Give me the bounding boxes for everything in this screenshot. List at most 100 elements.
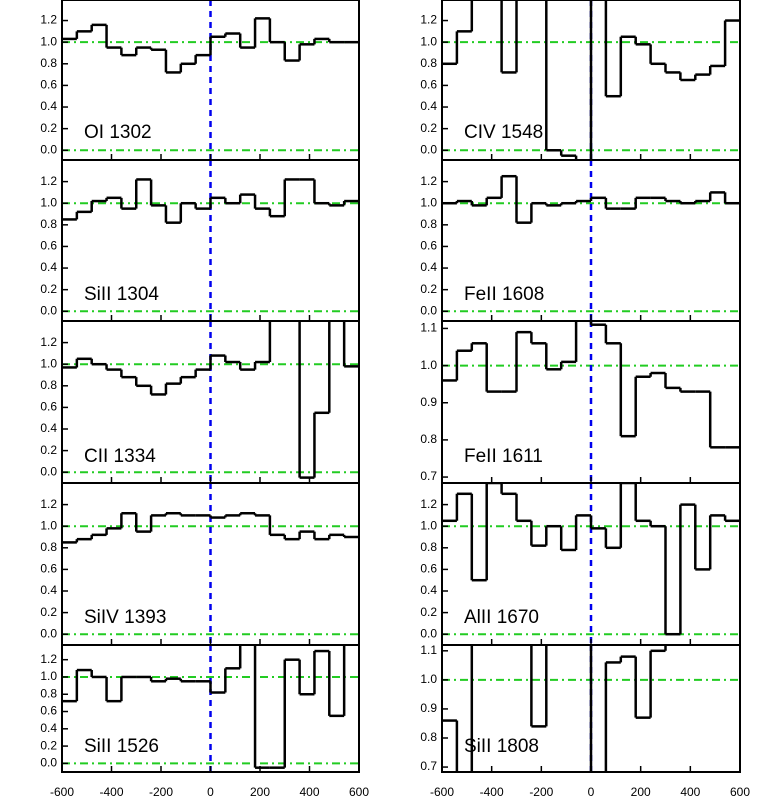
- panel: 0.7 0.8 0.9 1.0 1.1 FeII 1611: [420, 320, 741, 484]
- y-tick-label: 0.8: [420, 730, 437, 744]
- y-tick-label: 0.7: [420, 469, 437, 483]
- y-tick-label: 0.4: [420, 583, 437, 597]
- y-tick-label: 0.0: [40, 756, 57, 770]
- plot-area: [442, 483, 740, 645]
- panel: 0.0 0.2 0.4 0.6 0.8 1.0 1.2 AlII 1670: [420, 482, 741, 646]
- y-tick-label: 0.9: [420, 395, 437, 409]
- y-tick-label: 0.0: [40, 626, 57, 640]
- y-tick-label: 1.0: [420, 672, 437, 686]
- line-label: CII 1334: [84, 446, 156, 467]
- y-tick-label: 0.2: [40, 443, 57, 457]
- y-tick-label: 0.0: [40, 142, 57, 156]
- y-tick-label: 0.0: [420, 626, 437, 640]
- x-tick-label: 400: [680, 785, 700, 799]
- y-tick-label: 0.4: [40, 99, 57, 113]
- y-tick-label: 1.2: [420, 497, 437, 511]
- y-tick-label: 0.4: [40, 260, 57, 274]
- step-riser: [75, 179, 346, 223]
- x-tick-label: 400: [299, 785, 319, 799]
- y-tick-label: 1.1: [420, 321, 437, 335]
- y-tick-label: 0.6: [40, 239, 57, 253]
- y-tick-label: 0.4: [420, 99, 437, 113]
- y-tick-label: 1.0: [420, 195, 437, 209]
- panel: 0.0 0.2 0.4 0.6 0.8 1.0 1.2 CIV 1548: [420, 0, 741, 161]
- y-tick-label: 0.2: [40, 738, 57, 752]
- y-tick-label: 1.0: [40, 518, 57, 532]
- y-tick-label: 0.6: [40, 78, 57, 92]
- y-tick-label: 1.2: [40, 652, 57, 666]
- y-tick-label: 0.9: [420, 701, 437, 715]
- y-tick-label: 0.0: [40, 464, 57, 478]
- y-tick-label: 0.2: [40, 605, 57, 619]
- y-tick-label: 0.2: [420, 282, 437, 296]
- step-riser: [455, 0, 727, 160]
- y-tick-label: 0.8: [420, 432, 437, 446]
- plot-area: [62, 483, 359, 645]
- panel: 0.0 0.2 0.4 0.6 0.8 1.0 1.2 CII 1334: [40, 320, 360, 484]
- y-tick-label: 0.6: [420, 78, 437, 92]
- y-tick-label: 0.6: [40, 704, 57, 718]
- x-tick-label: 200: [631, 785, 651, 799]
- y-tick-label: 1.2: [420, 174, 437, 188]
- y-tick-label: 0.4: [40, 421, 57, 435]
- panel: 0.0 0.2 0.4 0.6 0.8 1.0 1.2 SiII 1304: [40, 159, 360, 322]
- y-tick-label: 0.2: [420, 121, 437, 135]
- y-tick-label: 1.2: [40, 174, 57, 188]
- y-tick-label: 1.0: [420, 358, 437, 372]
- step-riser: [75, 321, 346, 478]
- step-riser: [455, 176, 727, 223]
- y-tick-label: 1.0: [40, 356, 57, 370]
- plot-area: [62, 0, 359, 160]
- y-tick-label: 1.2: [40, 13, 57, 27]
- plot-area: [62, 321, 359, 483]
- x-tick-label: 0: [207, 785, 214, 799]
- y-tick-label: 0.6: [40, 562, 57, 576]
- x-tick-label: -200: [149, 785, 173, 799]
- y-tick-label: 0.4: [40, 583, 57, 597]
- line-label: FeII 1611: [464, 446, 543, 467]
- y-tick-label: 1.0: [40, 34, 57, 48]
- y-tick-label: 0.8: [420, 217, 437, 231]
- panel: 0.0 0.2 0.4 0.6 0.8 1.0 1.2 SiIV 1393: [40, 482, 360, 646]
- y-tick-label: 0.8: [40, 540, 57, 554]
- y-tick-label: 0.4: [420, 260, 437, 274]
- x-tick-label: -400: [99, 785, 123, 799]
- y-tick-label: 0.6: [40, 400, 57, 414]
- y-tick-label: 0.7: [420, 759, 437, 773]
- y-tick-label: 0.8: [420, 540, 437, 554]
- x-tick-label: -200: [529, 785, 553, 799]
- y-tick-label: 0.0: [420, 142, 437, 156]
- y-tick-label: 0.0: [420, 303, 437, 317]
- plot-area: [62, 645, 359, 772]
- y-tick-label: 1.0: [420, 518, 437, 532]
- y-tick-label: 1.0: [420, 34, 437, 48]
- x-tick-label: 600: [349, 785, 369, 799]
- y-tick-label: 0.0: [40, 303, 57, 317]
- panel: 0.0 0.2 0.4 0.6 0.8 1.0 1.2 OI 1302: [40, 0, 360, 161]
- panel: 0.0 0.2 0.4 0.6 0.8 1.0 1.2 FeII 1608: [420, 159, 741, 322]
- plot-area: [442, 645, 740, 772]
- y-tick-label: 1.1: [420, 643, 437, 657]
- y-tick-label: 0.6: [420, 239, 437, 253]
- plot-area: [62, 160, 359, 321]
- plot-area: [442, 321, 740, 483]
- y-tick-label: 1.0: [40, 669, 57, 683]
- line-label: SiII 1304: [84, 284, 159, 305]
- y-tick-label: 0.8: [40, 56, 57, 70]
- x-tick-label: 200: [250, 785, 270, 799]
- line-label: SiII 1808: [464, 736, 539, 757]
- y-tick-label: 0.8: [420, 56, 437, 70]
- plot-area: [442, 160, 740, 321]
- line-label: AlII 1670: [464, 607, 539, 628]
- x-tick-label: -600: [50, 785, 74, 799]
- step-riser: [455, 483, 727, 635]
- line-label: CIV 1548: [464, 122, 543, 143]
- y-tick-label: 0.6: [420, 562, 437, 576]
- line-label: OI 1302: [84, 122, 152, 143]
- y-tick-label: 1.2: [40, 497, 57, 511]
- x-tick-label: -400: [480, 785, 504, 799]
- y-tick-label: 0.8: [40, 217, 57, 231]
- y-tick-label: 0.2: [40, 282, 57, 296]
- x-tick-label: 600: [730, 785, 750, 799]
